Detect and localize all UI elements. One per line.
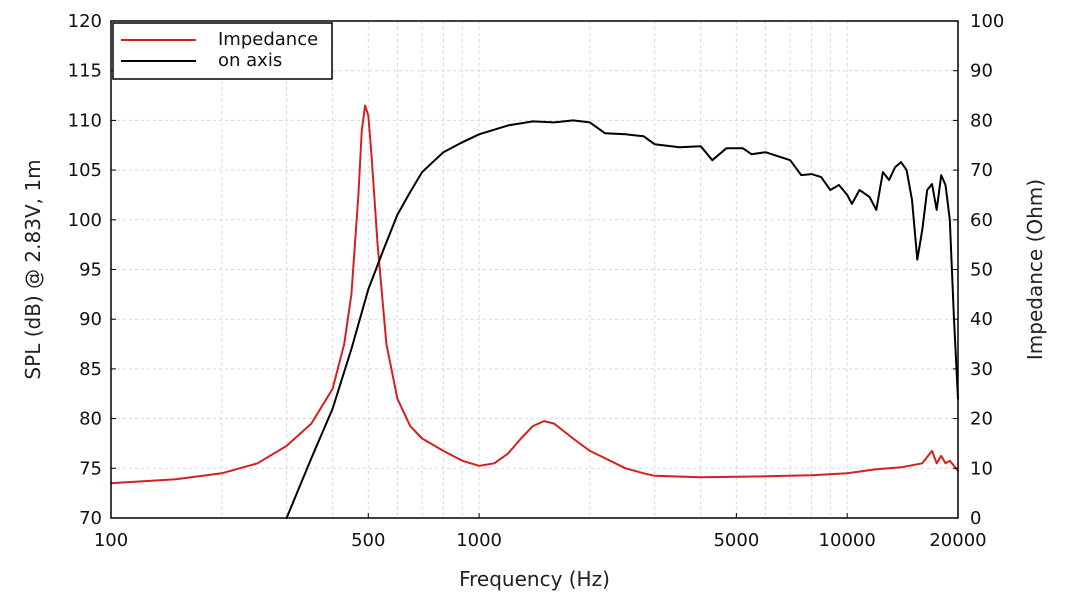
y2-tick-label: 60 [970, 210, 993, 231]
y-tick-label: 120 [68, 11, 102, 32]
y-tick-label: 105 [68, 160, 102, 181]
y2-tick-label: 100 [970, 11, 1004, 32]
y2-tick-label: 90 [970, 61, 993, 82]
grid [111, 21, 958, 518]
x-tick-label: 20000 [929, 530, 986, 551]
y-tick-label: 90 [79, 309, 102, 330]
x-tick-label: 100 [94, 530, 128, 551]
y-tick-label: 95 [79, 260, 102, 281]
y-tick-label: 80 [79, 409, 102, 430]
y-tick-label: 110 [68, 110, 102, 131]
y-tick-label: 70 [79, 508, 102, 529]
x-tick-label: 1000 [456, 530, 502, 551]
y2-tick-label: 0 [970, 508, 981, 529]
y2-tick-label: 30 [970, 359, 993, 380]
y-tick-label: 100 [68, 210, 102, 231]
series-layer [110, 104, 959, 519]
x-axis-title: Frequency (Hz) [459, 567, 610, 591]
y2-tick-label: 50 [970, 260, 993, 281]
y2-tick-label: 80 [970, 110, 993, 131]
x-tick-label: 500 [351, 530, 385, 551]
y2-tick-label: 40 [970, 309, 993, 330]
x-tick-label: 5000 [713, 530, 759, 551]
y2-tick-label: 70 [970, 160, 993, 181]
axis-ticks: 100 500 1000 5000 10000 200007075808590951001… [68, 11, 1005, 551]
legend-label-on-axis: on axis [218, 50, 282, 71]
legend-label-impedance: Impedance [218, 29, 318, 50]
legend: Impedance on axis [112, 22, 333, 80]
y2-tick-label: 20 [970, 409, 993, 430]
y2-tick-label: 10 [970, 458, 993, 479]
series-line-impedance [110, 104, 959, 485]
y-tick-label: 115 [68, 61, 102, 82]
y2-axis-title: Impedance (Ohm) [1023, 179, 1047, 360]
legend-box [112, 22, 333, 80]
series-line-on-axis [285, 119, 959, 519]
plot-area [111, 21, 958, 518]
y-tick-label: 85 [79, 359, 102, 380]
y-tick-label: 75 [79, 458, 102, 479]
y-axis-title: SPL (dB) @ 2.83V, 1m [21, 159, 45, 379]
x-tick-label: 10000 [819, 530, 876, 551]
